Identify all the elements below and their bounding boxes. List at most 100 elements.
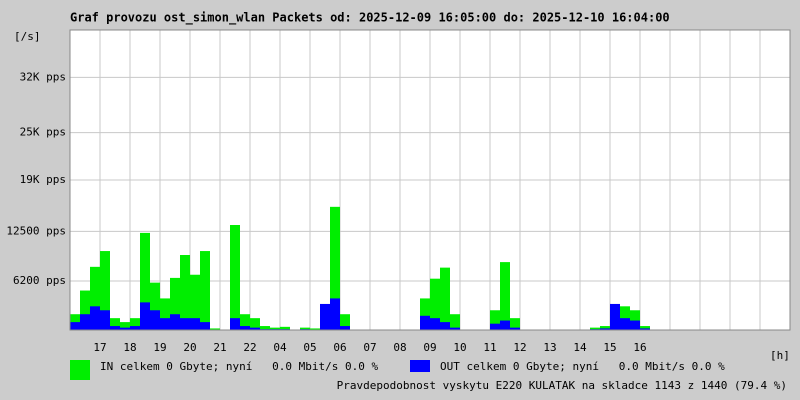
bar	[90, 266, 100, 330]
bar	[590, 327, 600, 330]
x-tick-label: 11	[483, 341, 496, 354]
bar	[430, 278, 440, 330]
bar	[180, 318, 190, 330]
bar	[630, 310, 640, 330]
bar	[250, 318, 260, 330]
bar	[160, 318, 170, 330]
bar	[340, 314, 350, 330]
bar	[420, 315, 430, 330]
plot-border	[69, 29, 791, 331]
bar	[160, 298, 170, 330]
bar	[270, 327, 280, 330]
bar	[90, 306, 100, 330]
x-tick-label: 20	[183, 341, 196, 354]
x-tick-label: 07	[363, 341, 376, 354]
bar	[180, 255, 190, 330]
bar	[100, 251, 110, 330]
x-tick-label: 10	[453, 341, 466, 354]
bar	[170, 314, 180, 330]
bar	[490, 323, 500, 330]
bar	[620, 318, 630, 330]
y-tick-label: 25K pps	[20, 126, 66, 139]
x-tick-label: 13	[543, 341, 556, 354]
bar	[440, 322, 450, 330]
marks	[70, 206, 650, 330]
x-tick-label: 21	[213, 341, 226, 354]
bar	[140, 232, 150, 330]
bar	[100, 310, 110, 330]
bar	[330, 298, 340, 330]
bar	[510, 318, 520, 330]
bar	[150, 310, 160, 330]
bar	[280, 326, 290, 330]
bar	[430, 318, 440, 330]
x-tick-label: 09	[423, 341, 436, 354]
x-tick-label: 17	[93, 341, 106, 354]
bar	[110, 318, 120, 330]
x-tick-label: 08	[393, 341, 406, 354]
bar	[320, 303, 330, 330]
footer-note: Pravdepodobnost vyskytu E220 KULATAK na …	[337, 379, 787, 392]
legend-swatch	[410, 360, 430, 372]
x-tick-label: 16	[633, 341, 646, 354]
bar	[450, 327, 460, 330]
bar	[120, 322, 130, 330]
bar	[110, 326, 120, 330]
bar	[190, 274, 200, 330]
bar	[600, 326, 610, 330]
bar	[490, 310, 500, 330]
bar	[500, 320, 510, 330]
y-tick-label: 6200 pps	[13, 274, 66, 287]
x-tick-label: 04	[273, 341, 287, 354]
bar	[190, 318, 200, 330]
bar	[500, 262, 510, 330]
labels: 6200 pps 12500 pps 19K pps 25K pps 32K pps 17…	[6, 70, 725, 380]
bar	[600, 328, 610, 330]
x-tick-label: 14	[573, 341, 587, 354]
bar	[150, 282, 160, 330]
bar	[310, 328, 320, 330]
bar	[200, 251, 210, 330]
bar	[510, 327, 520, 330]
bar	[330, 206, 340, 330]
bar	[230, 225, 240, 330]
bar	[440, 267, 450, 330]
bar	[140, 302, 150, 330]
x-tick-label: 06	[333, 341, 346, 354]
bar	[250, 327, 260, 330]
legend-label: OUT celkem 0 Gbyte; nyní 0.0 Mbit/s 0.0 …	[440, 360, 725, 373]
bar	[210, 328, 220, 330]
y-tick-label: 32K pps	[20, 70, 66, 83]
chart-title: Graf provozu ost_simon_wlan Packets od: …	[70, 11, 670, 26]
bar	[120, 327, 130, 330]
bar	[340, 326, 350, 330]
bar	[420, 298, 430, 330]
bar	[130, 326, 140, 330]
bar	[230, 318, 240, 330]
legend-swatch	[70, 360, 90, 380]
bar	[240, 326, 250, 330]
bar	[170, 277, 180, 330]
bar	[640, 328, 650, 330]
y-tick-label: 19K pps	[20, 173, 66, 186]
bar	[300, 327, 310, 330]
x-tick-label: 05	[303, 341, 316, 354]
x-tick-label: 19	[153, 341, 166, 354]
bar	[80, 314, 90, 330]
bar	[610, 303, 620, 330]
bar	[630, 320, 640, 330]
bar	[450, 314, 460, 330]
bar	[130, 318, 140, 330]
bar	[240, 314, 250, 330]
x-axis-label: [h]	[770, 349, 790, 362]
x-tick-label: 22	[243, 341, 256, 354]
y-tick-label: 12500 pps	[6, 224, 66, 237]
x-tick-label: 12	[513, 341, 526, 354]
bar	[640, 326, 650, 330]
bar	[70, 322, 80, 330]
bar	[80, 290, 90, 330]
x-tick-label: 18	[123, 341, 136, 354]
y-axis-label: [/s]	[14, 30, 41, 43]
bar	[200, 322, 210, 330]
